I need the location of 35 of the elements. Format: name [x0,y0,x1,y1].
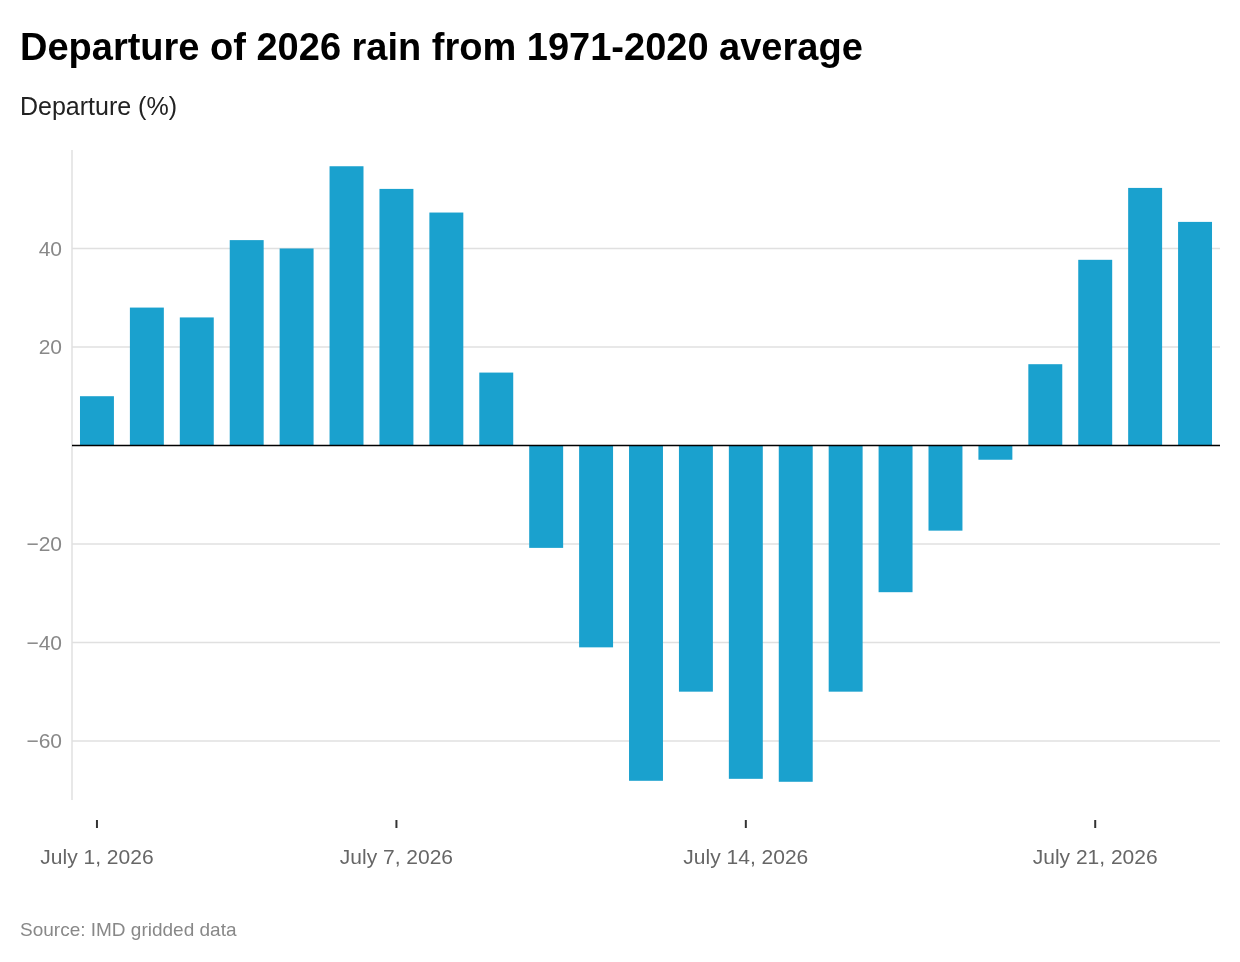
bar [429,212,464,446]
x-tick-label: July 7, 2026 [339,845,454,868]
y-tick-label: −60 [26,729,62,753]
bar [1028,364,1063,446]
bar [529,445,564,548]
y-tick-label: 40 [38,236,62,260]
bar [629,445,663,781]
bar [379,188,414,446]
bar [928,445,963,531]
y-tick-label: −40 [26,630,62,654]
bar [678,445,713,692]
bar [329,166,364,446]
x-tick-label: July 1, 2026 [40,845,154,868]
bar [1178,221,1213,446]
bar [828,445,863,692]
bar [1128,187,1163,446]
y-tick-label: −20 [26,532,62,556]
chart-title: Departure of 2026 rain from 1971-2020 average [20,26,863,68]
bar [579,445,614,648]
chart-subtitle: Departure (%) [20,92,177,120]
bar [279,248,314,446]
bar [1078,259,1113,446]
bar [79,396,114,446]
bar [479,372,514,446]
bar [129,307,164,446]
source-note: Source: IMD gridded data [20,919,237,940]
bar [778,445,813,782]
bar [878,445,913,593]
bar [229,240,264,446]
bar [179,317,214,446]
x-tick-label: July 21, 2026 [1032,845,1158,868]
bar [978,445,1013,460]
y-tick-label: 20 [38,335,62,359]
x-tick-label: July 14, 2026 [683,845,809,868]
bar [728,445,763,779]
